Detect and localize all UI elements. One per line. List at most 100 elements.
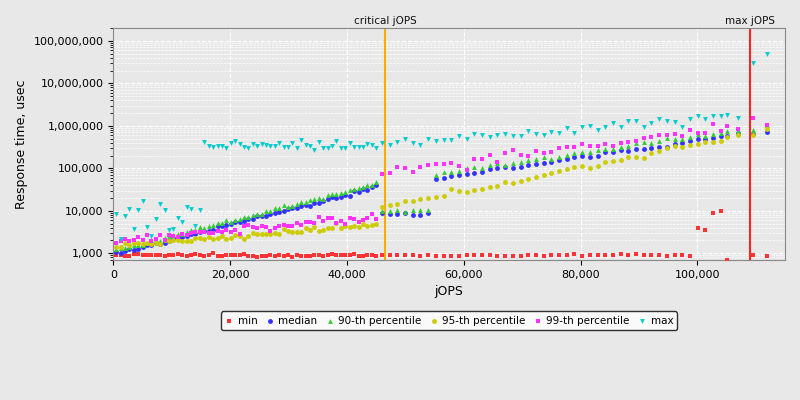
min xyxy=(313,252,326,258)
90-th percentile xyxy=(506,160,519,166)
99-th percentile xyxy=(339,221,352,227)
max xyxy=(185,206,198,212)
min xyxy=(699,227,712,233)
min xyxy=(498,252,511,259)
max xyxy=(761,50,774,57)
90-th percentile xyxy=(189,227,202,233)
99-th percentile xyxy=(282,223,294,230)
max xyxy=(576,124,589,130)
99-th percentile xyxy=(361,214,374,221)
99-th percentile xyxy=(732,126,745,132)
median xyxy=(259,213,272,219)
99-th percentile xyxy=(383,170,396,177)
median xyxy=(683,138,696,145)
90-th percentile xyxy=(304,196,317,203)
median xyxy=(167,235,180,242)
95-th percentile xyxy=(154,240,166,247)
min xyxy=(622,252,634,258)
min xyxy=(406,252,419,258)
90-th percentile xyxy=(268,205,281,212)
90-th percentile xyxy=(194,224,206,231)
99-th percentile xyxy=(591,143,604,150)
95-th percentile xyxy=(141,240,154,246)
max xyxy=(317,144,330,151)
95-th percentile xyxy=(185,238,198,244)
min xyxy=(180,253,193,260)
99-th percentile xyxy=(180,232,193,238)
max xyxy=(233,141,246,148)
90-th percentile xyxy=(180,229,193,235)
min xyxy=(250,253,263,260)
min xyxy=(220,252,233,258)
median xyxy=(286,205,299,211)
median xyxy=(224,220,237,227)
95-th percentile xyxy=(568,164,581,170)
max xyxy=(295,137,308,143)
min xyxy=(273,252,286,258)
min xyxy=(317,252,330,259)
90-th percentile xyxy=(220,217,233,224)
min xyxy=(114,252,127,258)
99-th percentile xyxy=(398,165,411,171)
99-th percentile xyxy=(498,150,511,157)
99-th percentile xyxy=(491,159,504,165)
99-th percentile xyxy=(560,144,573,151)
90-th percentile xyxy=(630,140,642,146)
99-th percentile xyxy=(286,223,299,229)
min xyxy=(445,253,458,259)
median xyxy=(299,202,312,209)
95-th percentile xyxy=(132,240,145,246)
median xyxy=(211,223,224,229)
95-th percentile xyxy=(282,228,294,234)
median xyxy=(202,228,215,234)
95-th percentile xyxy=(714,138,727,144)
95-th percentile xyxy=(211,235,224,241)
90-th percentile xyxy=(242,214,254,220)
max xyxy=(215,142,228,149)
95-th percentile xyxy=(506,180,519,186)
90-th percentile xyxy=(398,209,411,215)
min xyxy=(352,252,365,259)
90-th percentile xyxy=(437,169,450,176)
99-th percentile xyxy=(264,228,277,234)
95-th percentile xyxy=(334,225,347,231)
median xyxy=(599,149,612,156)
min xyxy=(343,252,356,258)
min xyxy=(746,252,759,258)
90-th percentile xyxy=(414,207,427,213)
median xyxy=(568,154,581,161)
min xyxy=(476,252,489,258)
95-th percentile xyxy=(553,168,566,175)
95-th percentile xyxy=(322,225,334,231)
90-th percentile xyxy=(330,190,343,197)
90-th percentile xyxy=(583,148,596,155)
median xyxy=(127,247,140,254)
95-th percentile xyxy=(530,174,542,180)
median xyxy=(398,210,411,217)
99-th percentile xyxy=(476,156,489,162)
99-th percentile xyxy=(330,219,343,226)
median xyxy=(445,172,458,179)
99-th percentile xyxy=(304,218,317,225)
99-th percentile xyxy=(114,237,127,244)
min xyxy=(375,252,388,258)
min xyxy=(560,252,573,258)
max xyxy=(171,215,184,221)
median xyxy=(278,208,290,214)
90-th percentile xyxy=(110,246,122,252)
min xyxy=(491,252,504,259)
median xyxy=(215,222,228,229)
max xyxy=(206,144,219,150)
95-th percentile xyxy=(250,231,263,237)
max xyxy=(638,124,650,130)
min xyxy=(189,251,202,258)
max xyxy=(189,223,202,229)
99-th percentile xyxy=(273,222,286,229)
95-th percentile xyxy=(370,220,382,227)
median xyxy=(352,189,365,196)
min xyxy=(154,252,166,258)
median xyxy=(661,144,674,150)
median xyxy=(123,246,136,252)
95-th percentile xyxy=(229,232,242,238)
min xyxy=(545,252,558,258)
